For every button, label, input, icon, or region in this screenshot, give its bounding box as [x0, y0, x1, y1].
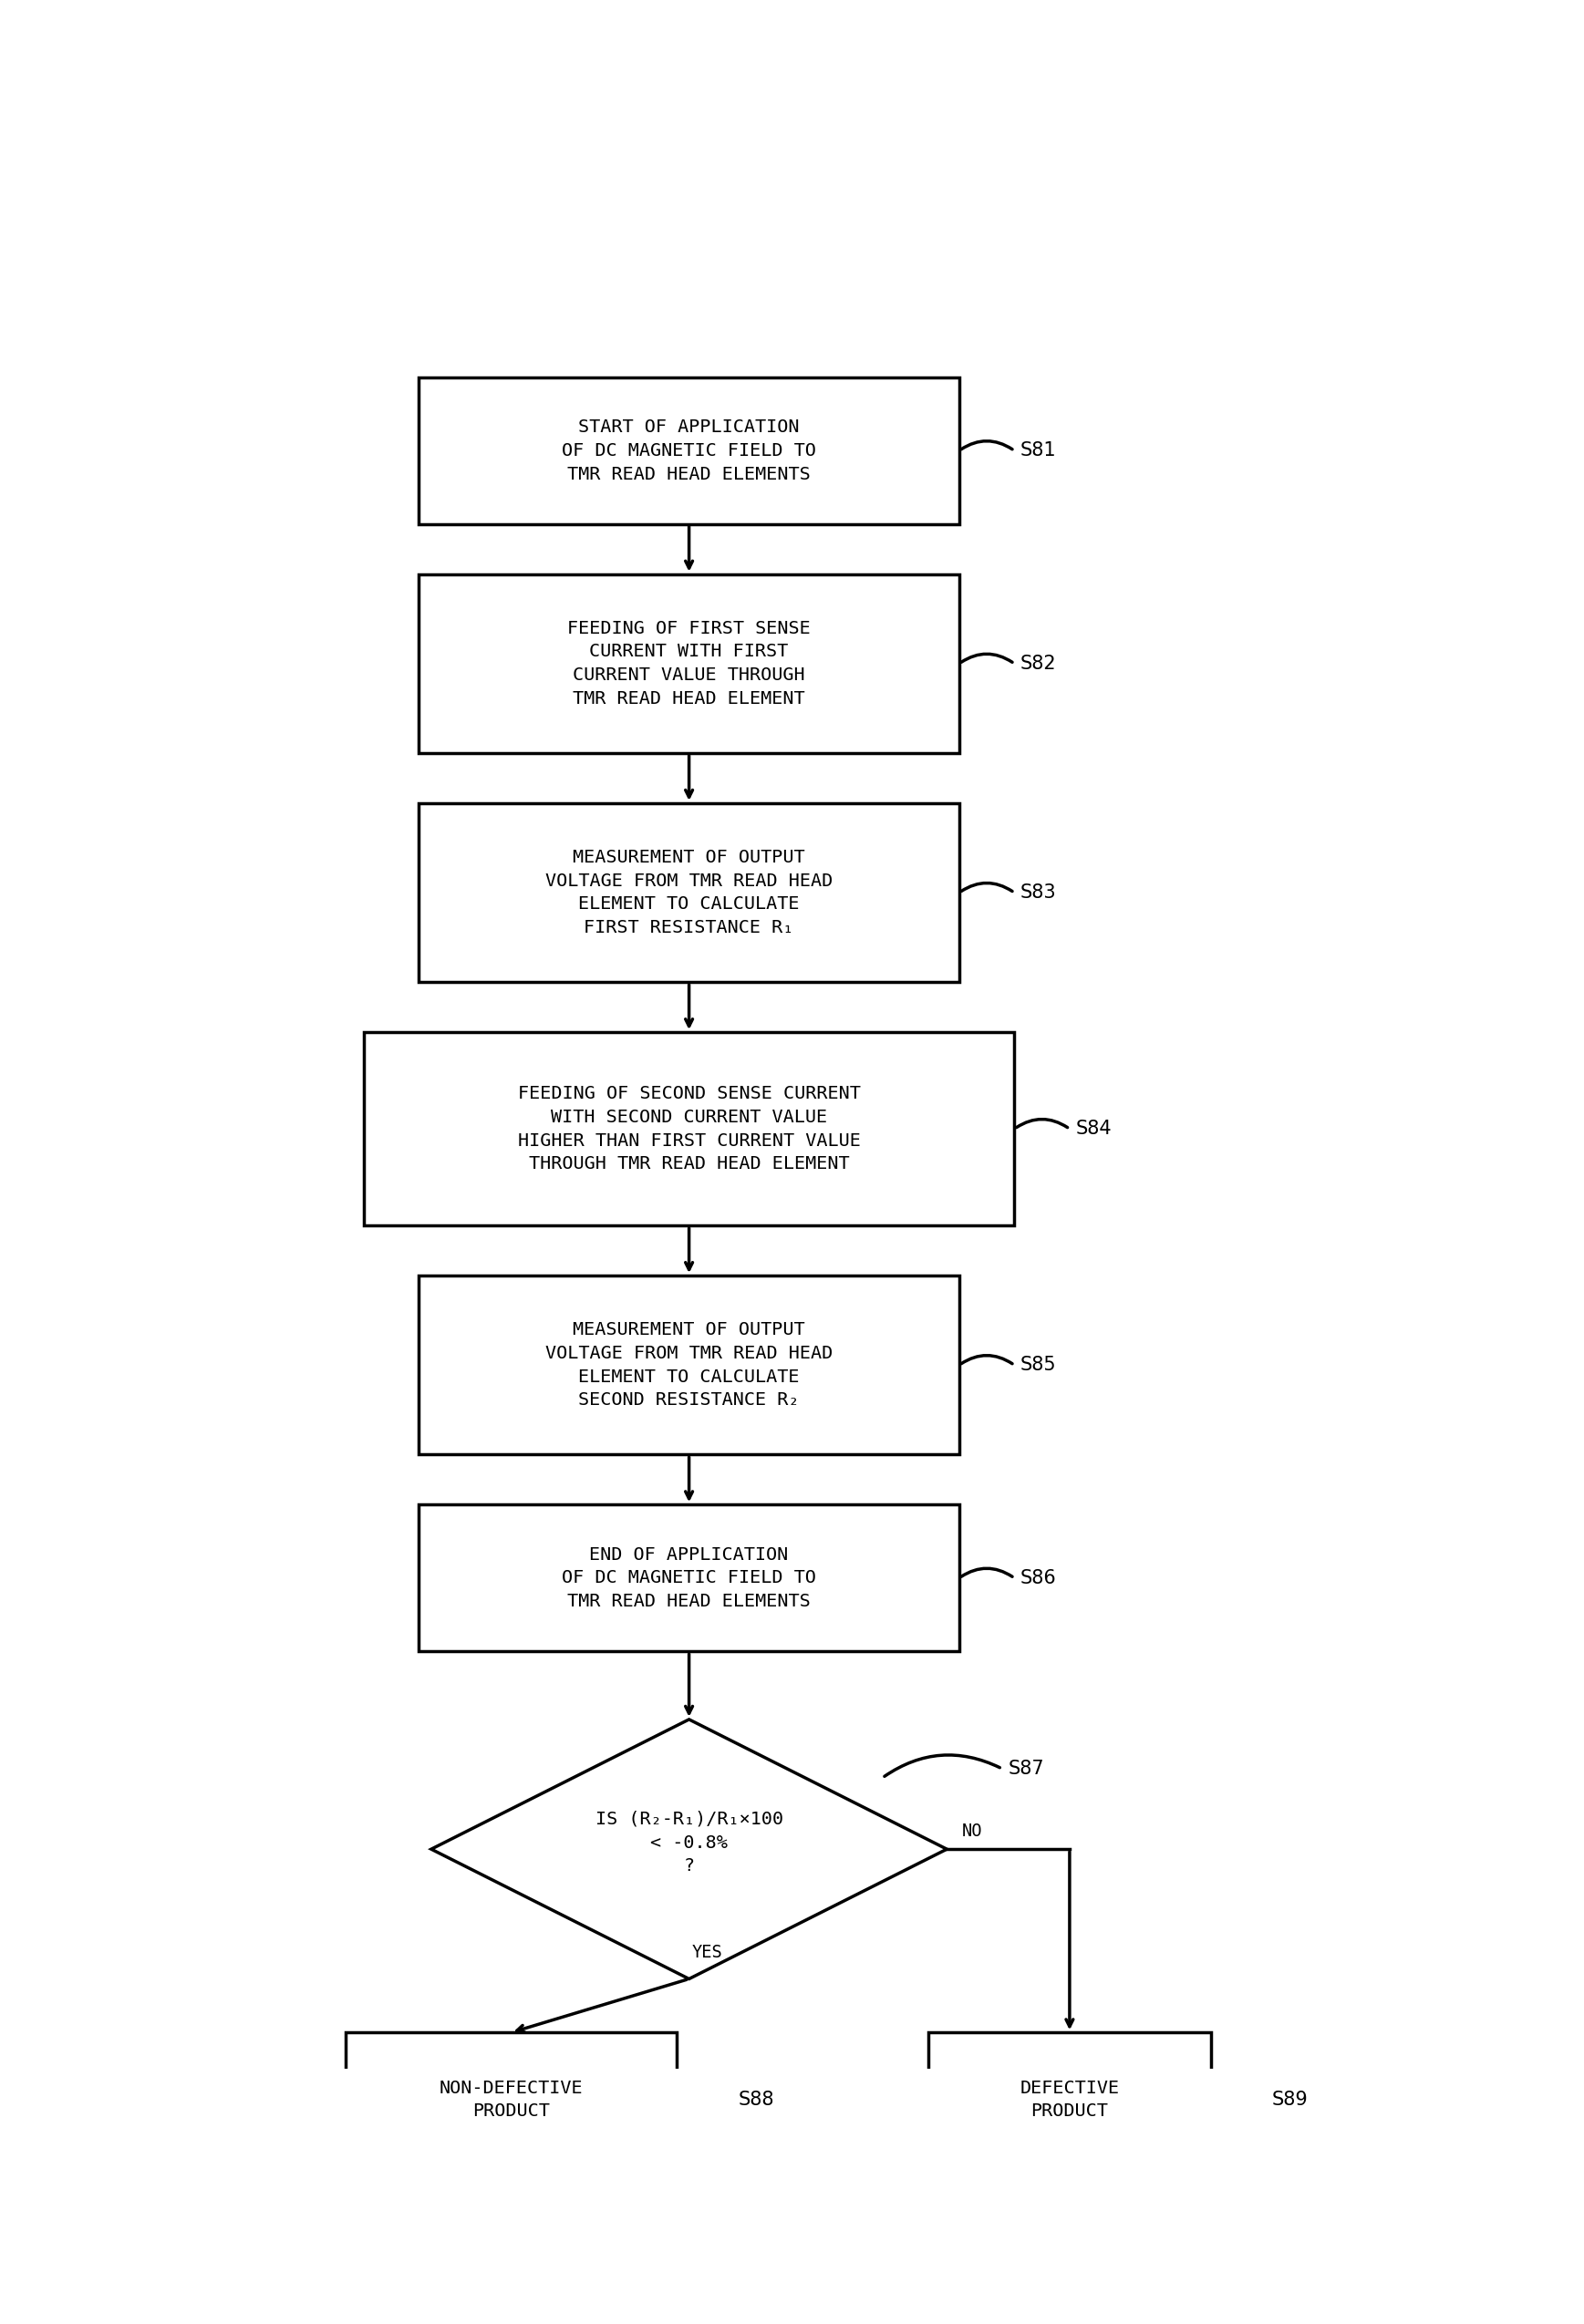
Text: S89: S89 [1272, 2092, 1308, 2108]
Bar [364, 1032, 1014, 1225]
Text: S85: S85 [1020, 1355, 1057, 1373]
Polygon shape [431, 1720, 947, 1980]
Text: S83: S83 [1020, 883, 1057, 902]
Bar [418, 804, 958, 983]
Bar [345, 2034, 676, 2166]
Text: FEEDING OF FIRST SENSE
CURRENT WITH FIRST
CURRENT VALUE THROUGH
TMR READ HEAD EL: FEEDING OF FIRST SENSE CURRENT WITH FIRS… [567, 621, 811, 706]
Text: FEEDING OF SECOND SENSE CURRENT
WITH SECOND CURRENT VALUE
HIGHER THAN FIRST CURR: FEEDING OF SECOND SENSE CURRENT WITH SEC… [518, 1085, 860, 1174]
Text: S86: S86 [1020, 1569, 1057, 1587]
Text: END OF APPLICATION
OF DC MAGNETIC FIELD TO
TMR READ HEAD ELEMENTS: END OF APPLICATION OF DC MAGNETIC FIELD … [562, 1545, 816, 1611]
Text: S81: S81 [1020, 442, 1057, 460]
Text: S84: S84 [1076, 1120, 1112, 1139]
Text: MEASUREMENT OF OUTPUT
VOLTAGE FROM TMR READ HEAD
ELEMENT TO CALCULATE
FIRST RESI: MEASUREMENT OF OUTPUT VOLTAGE FROM TMR R… [545, 848, 833, 937]
Text: S87: S87 [1009, 1759, 1044, 1778]
Text: DEFECTIVE
PRODUCT: DEFECTIVE PRODUCT [1020, 2080, 1120, 2119]
Bar [928, 2034, 1210, 2166]
Text: NON-DEFECTIVE
PRODUCT: NON-DEFECTIVE PRODUCT [439, 2080, 583, 2119]
Bar [418, 574, 958, 753]
Bar [418, 376, 958, 523]
Text: START OF APPLICATION
OF DC MAGNETIC FIELD TO
TMR READ HEAD ELEMENTS: START OF APPLICATION OF DC MAGNETIC FIEL… [562, 418, 816, 483]
Bar [418, 1276, 958, 1455]
Text: YES: YES [692, 1943, 722, 1961]
Text: MEASUREMENT OF OUTPUT
VOLTAGE FROM TMR READ HEAD
ELEMENT TO CALCULATE
SECOND RES: MEASUREMENT OF OUTPUT VOLTAGE FROM TMR R… [545, 1322, 833, 1408]
Bar [418, 1504, 958, 1652]
Text: S82: S82 [1020, 655, 1057, 672]
Text: NO: NO [961, 1822, 982, 1841]
Text: IS (R₂-R₁)/R₁×100
< -0.8%
?: IS (R₂-R₁)/R₁×100 < -0.8% ? [596, 1810, 782, 1875]
Text: S88: S88 [738, 2092, 775, 2108]
